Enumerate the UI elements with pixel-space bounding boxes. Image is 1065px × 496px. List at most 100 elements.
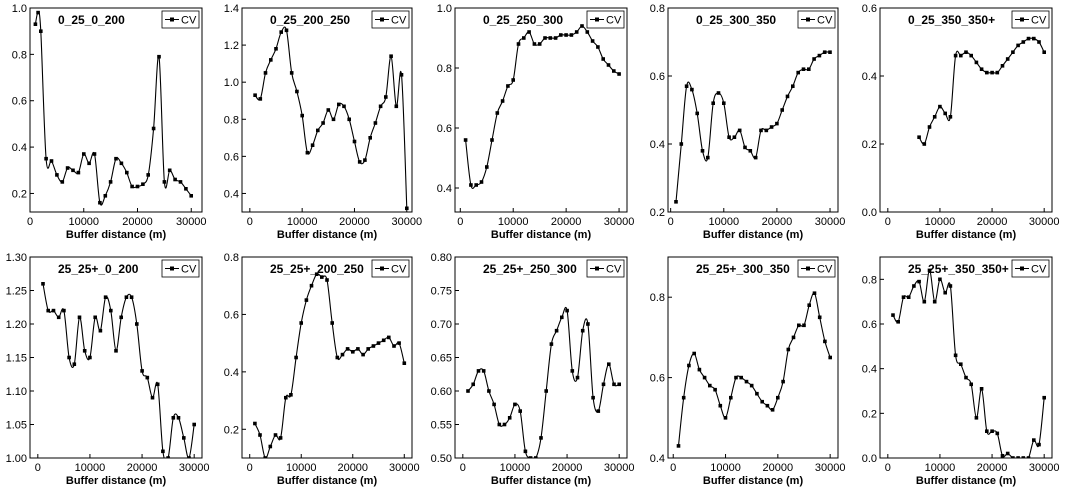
- y-tick-label: 0.65: [431, 353, 452, 365]
- plot-frame: [879, 256, 1053, 459]
- legend-marker-swatch: [806, 266, 810, 271]
- data-point: [985, 429, 989, 433]
- data-point: [145, 375, 150, 380]
- data-point: [711, 101, 715, 105]
- data-point: [580, 24, 584, 28]
- y-tick-label: 0.8: [224, 114, 239, 126]
- x-tick-label: 10000: [286, 462, 317, 474]
- chart-panel-1: 0 10000 20000 30000 0.2 0.4 0.6 0.8 1.0 Buffer di…: [12, 3, 207, 241]
- x-tick-label: 30000: [1029, 462, 1060, 474]
- data-point: [755, 391, 759, 396]
- data-point: [82, 349, 87, 353]
- legend-label: CV: [606, 264, 622, 276]
- data-point: [979, 67, 984, 71]
- data-point: [65, 166, 70, 170]
- y-tick-label: 0.8: [437, 63, 452, 75]
- data-point: [187, 456, 191, 458]
- data-point: [802, 323, 806, 328]
- data-point: [384, 95, 388, 99]
- data-point: [1000, 64, 1005, 68]
- series-line: [254, 273, 405, 458]
- series-line: [677, 292, 831, 446]
- series-cv: [674, 50, 832, 204]
- x-tick-label: 0: [457, 216, 463, 228]
- data-point: [596, 409, 601, 413]
- legend-marker-swatch: [170, 17, 174, 22]
- legend-marker-swatch: [595, 17, 599, 22]
- data-point: [695, 111, 699, 116]
- data-point: [141, 182, 145, 186]
- legend: CV: [586, 259, 625, 278]
- y-tick-label: 0.4: [650, 453, 665, 465]
- data-point: [44, 156, 48, 161]
- data-point: [801, 67, 806, 71]
- x-axis-label: Buffer distance (m): [703, 229, 804, 241]
- y-tick-label: 0.2: [862, 139, 877, 151]
- data-point: [1011, 456, 1015, 458]
- data-point: [469, 183, 473, 187]
- data-point: [352, 139, 357, 144]
- data-point: [161, 449, 165, 454]
- y-tick-label: 0.6: [862, 3, 877, 15]
- data-point: [953, 53, 958, 58]
- data-point: [817, 53, 822, 58]
- plot-frame: [241, 256, 413, 459]
- data-point: [948, 115, 953, 119]
- data-point: [896, 320, 900, 324]
- data-point: [93, 315, 97, 320]
- x-tick-label: 30000: [391, 216, 422, 228]
- data-point: [284, 28, 289, 33]
- y-tick-label: 0.60: [431, 386, 452, 398]
- y-tick-label: 0.55: [431, 420, 452, 432]
- data-point: [528, 456, 533, 458]
- legend-box: [371, 10, 410, 29]
- data-point: [119, 161, 124, 166]
- data-point: [737, 128, 742, 133]
- data-point: [1026, 456, 1031, 458]
- data-point: [305, 150, 310, 155]
- data-point: [72, 362, 77, 366]
- data-point: [781, 379, 785, 384]
- data-point: [606, 63, 611, 67]
- x-tick-label: 10000: [500, 462, 531, 474]
- data-point: [466, 389, 470, 393]
- data-point: [953, 353, 958, 358]
- data-point: [46, 308, 50, 313]
- data-point: [917, 279, 921, 284]
- data-point: [258, 97, 263, 101]
- chart-panel-9: 0 10000 20000 30000 0.4 0.6 0.8 Buffer distance…: [650, 256, 845, 487]
- series-line: [465, 25, 620, 189]
- plot-frame: [241, 7, 413, 213]
- data-point: [51, 308, 56, 313]
- data-point: [543, 36, 547, 40]
- data-point: [544, 389, 548, 393]
- data-point: [129, 295, 134, 299]
- plot-frame: [454, 256, 628, 459]
- series-cv: [466, 306, 621, 458]
- chart-panel-8: 0 10000 20000 30000 0.50 0.55 0.60 0.65 0.70 0.75…: [431, 252, 635, 487]
- legend-label: CV: [1031, 15, 1047, 27]
- x-tick-label: 20000: [337, 462, 368, 474]
- data-point: [356, 347, 360, 351]
- data-point: [534, 456, 538, 458]
- data-point: [88, 355, 92, 360]
- data-point: [697, 367, 702, 372]
- y-tick-label: 0.80: [431, 252, 452, 264]
- y-tick-label: 0.6: [224, 309, 239, 321]
- data-point: [917, 135, 921, 139]
- x-tick-label: 0: [885, 462, 891, 474]
- data-point: [357, 160, 362, 164]
- data-point: [279, 30, 283, 34]
- data-point: [769, 125, 774, 129]
- x-axis-label: Buffer distance (m): [491, 475, 592, 487]
- data-point: [785, 94, 790, 99]
- data-point: [36, 10, 40, 15]
- data-point: [812, 57, 816, 61]
- data-point: [361, 352, 365, 357]
- x-axis-label: Buffer distance (m): [277, 475, 378, 487]
- x-tick-label: 30000: [389, 462, 420, 474]
- data-point: [151, 126, 156, 131]
- series-cv: [676, 291, 832, 448]
- data-point: [760, 399, 764, 404]
- data-point: [124, 295, 129, 299]
